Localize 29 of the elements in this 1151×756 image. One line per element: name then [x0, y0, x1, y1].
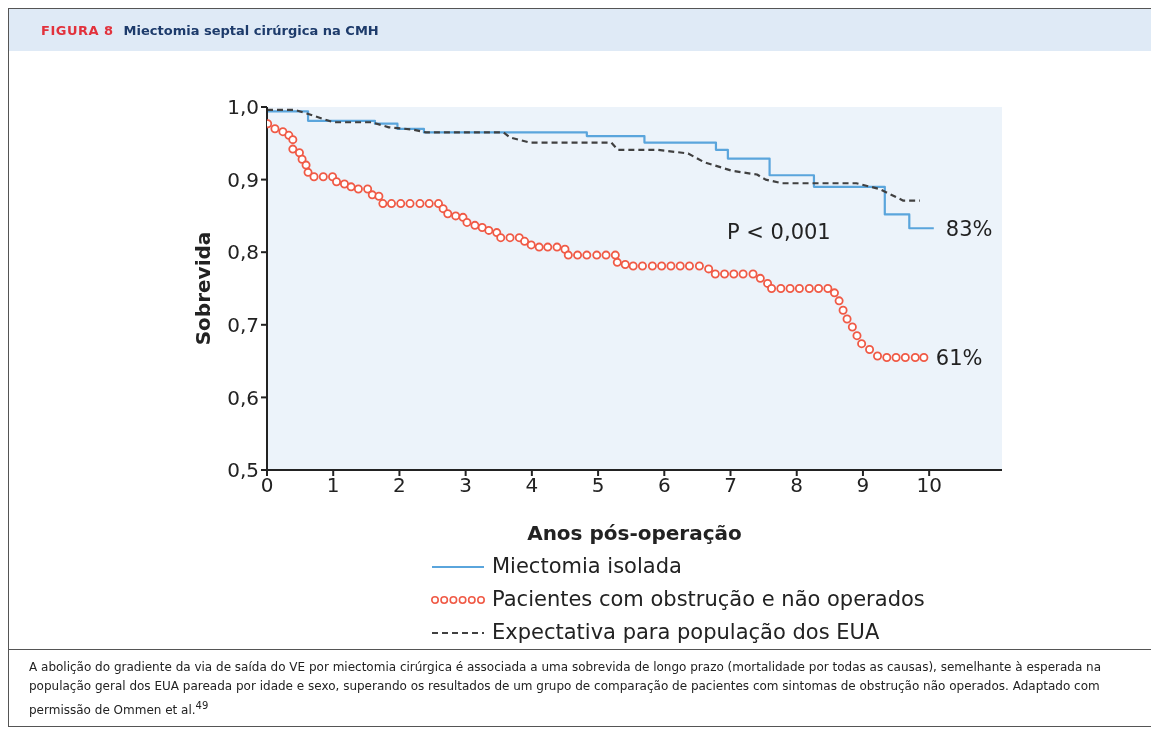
- y-tick-label: 0,6: [227, 385, 259, 410]
- legend-label: Miectomia isolada: [492, 553, 682, 580]
- annotation: 83%: [945, 216, 993, 241]
- y-tick-label: 0,9: [227, 167, 259, 192]
- x-tick-label: 10: [916, 473, 942, 498]
- chart-subtitle: Miectomia septal cirúrgica na CMH: [123, 22, 379, 38]
- x-tick-label: 2: [393, 473, 406, 498]
- x-tick-label: 7: [724, 473, 737, 498]
- annotation: P < 0,001: [727, 220, 831, 244]
- x-tick-label: 1: [326, 473, 340, 498]
- x-tick-label: 0: [260, 473, 274, 498]
- legend-label: Pacientes com obstrução e não operados: [492, 586, 925, 613]
- y-tick-label: 0,8: [227, 240, 259, 265]
- x-tick-label: 9: [856, 473, 870, 498]
- y-axis-title: Sobrevida: [191, 231, 216, 346]
- legend-label: Expectativa para população dos EUA: [492, 619, 880, 646]
- annotation: 61%: [935, 345, 983, 370]
- y-tick-label: 0,5: [227, 458, 259, 483]
- x-tick-label: 3: [459, 473, 473, 498]
- x-tick-label: 4: [525, 473, 539, 498]
- text: FIGURA 8: [41, 22, 114, 38]
- x-axis-title: Anos pós-operação: [527, 521, 742, 545]
- line-series: [267, 108, 921, 202]
- x-tick-label: 5: [591, 473, 605, 498]
- x-tick-label: 6: [657, 473, 671, 498]
- x-tick-label: 8: [790, 473, 804, 498]
- y-tick-label: 0,7: [227, 312, 259, 337]
- y-tick-label: 1,0: [227, 95, 259, 120]
- text: A abolição do gradiente da via de saída do VE por miectomia cirúrgica é associada a uma sobrevida de longo prazo (mortalidade por todas as causas), semelhante à esperada na população geral dos EUA pareada por idade e sexo, superando os resultados de um grupo de comparação de pacientes com sintomas de obstrução não operados. Adaptado com permissão de Ommen et al.$^{49}$: [9, 649, 1151, 727]
